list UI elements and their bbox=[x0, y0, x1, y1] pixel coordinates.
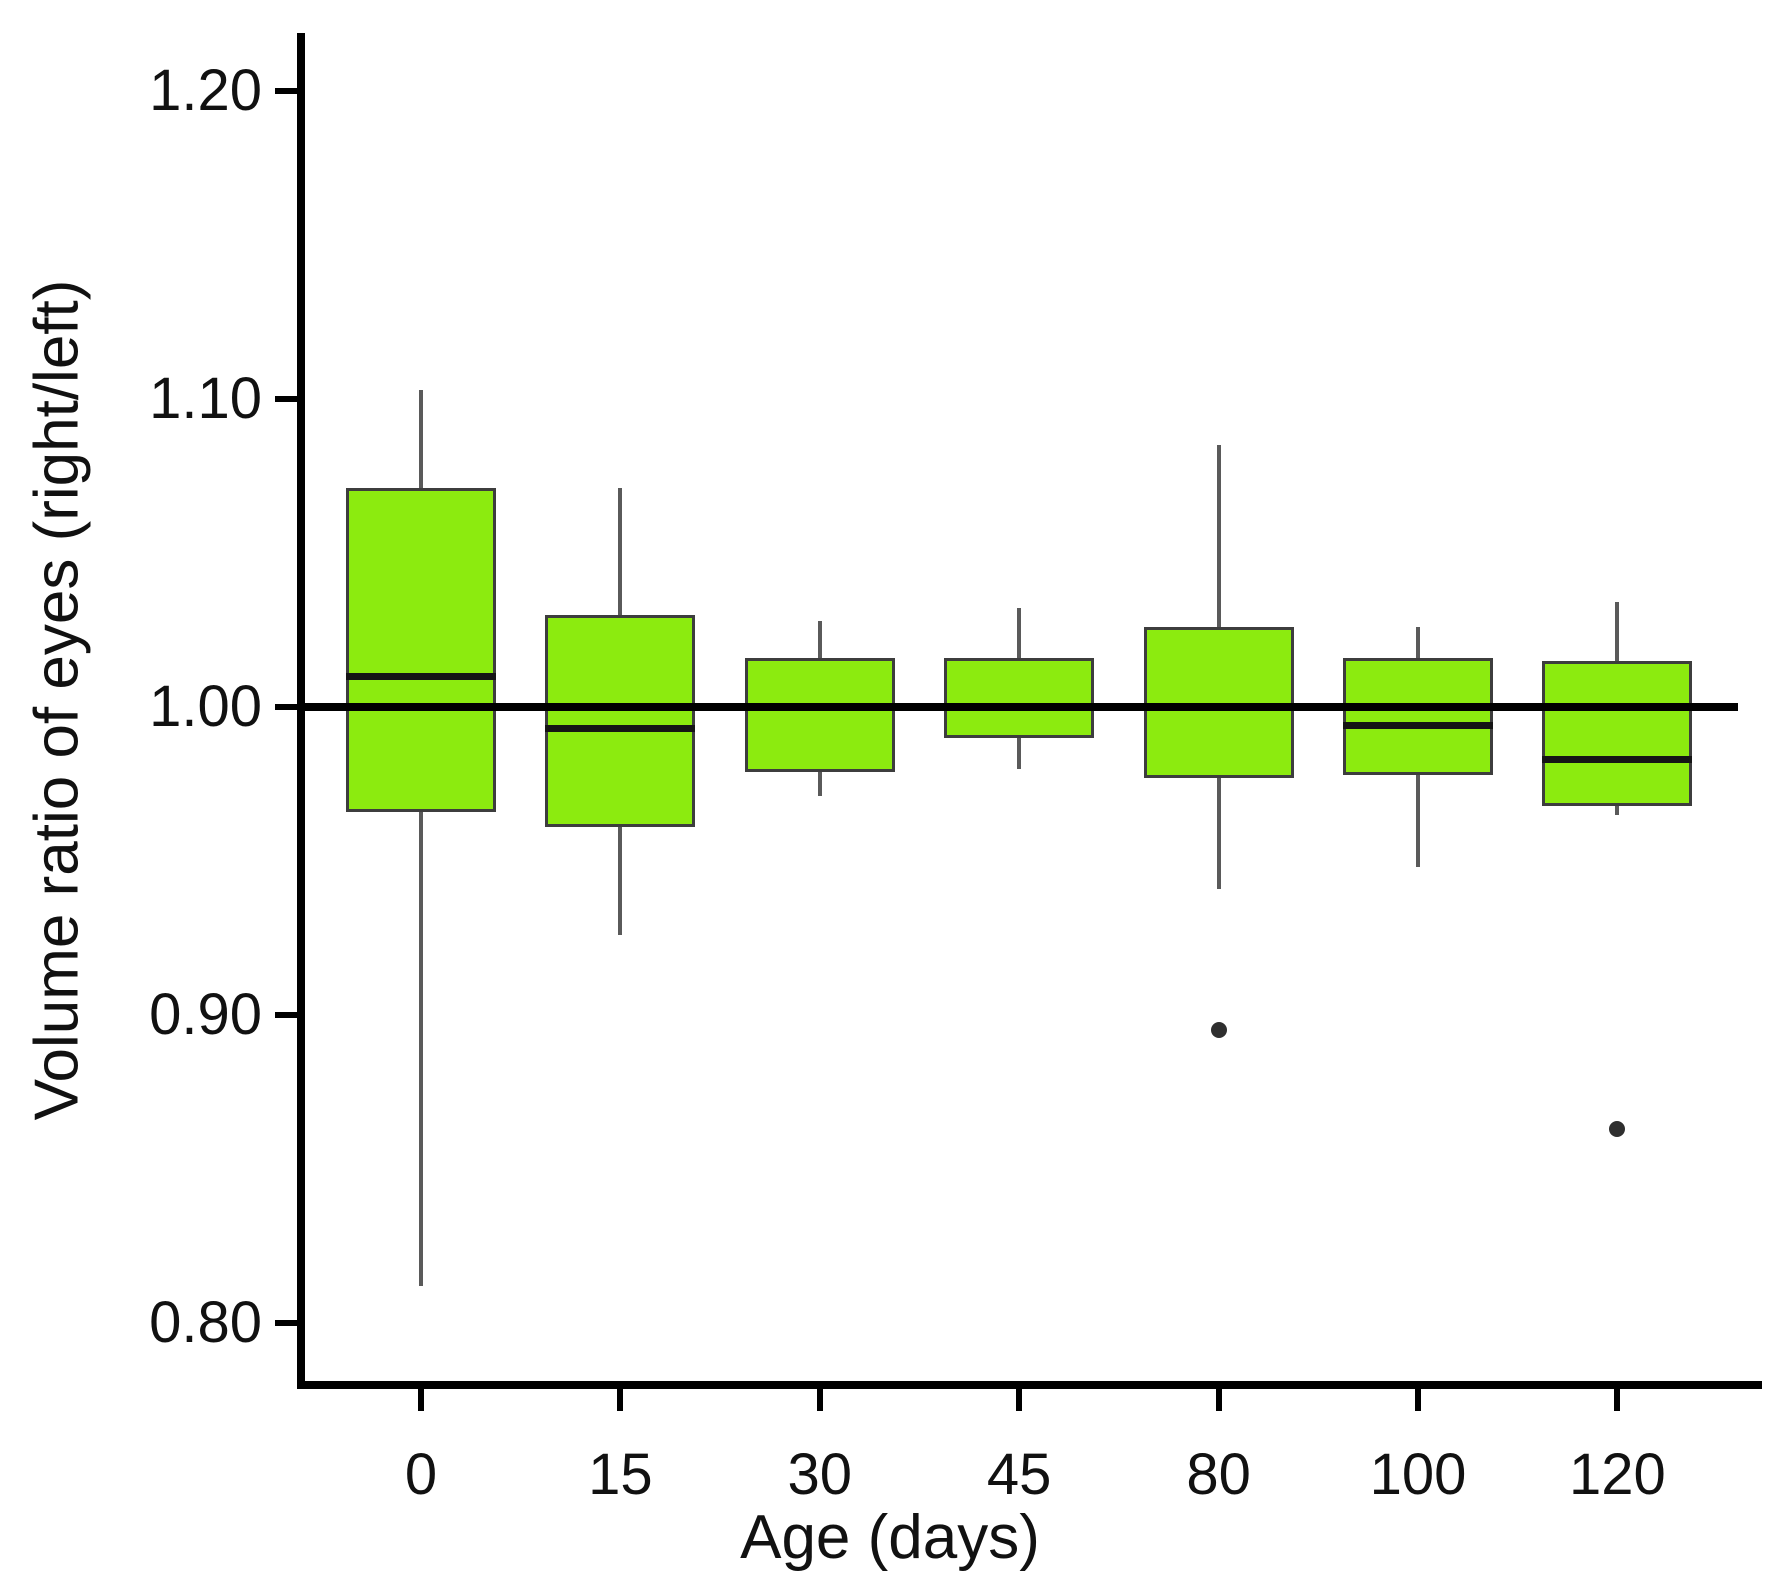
x-tick-mark bbox=[617, 1387, 624, 1411]
x-tick-label: 80 bbox=[1186, 1442, 1251, 1507]
y-tick-mark bbox=[275, 704, 297, 710]
y-axis-line bbox=[297, 33, 305, 1389]
y-tick-mark bbox=[275, 396, 297, 402]
median-line-120 bbox=[1542, 755, 1693, 763]
x-tick-label: 0 bbox=[404, 1442, 438, 1507]
box-80 bbox=[1143, 626, 1294, 778]
whisker-0 bbox=[419, 389, 423, 1287]
x-tick-mark bbox=[1215, 1387, 1222, 1411]
outlier-point-80 bbox=[1210, 1022, 1227, 1039]
y-tick-label: 0.90 bbox=[149, 982, 262, 1047]
y-tick-label: 0.80 bbox=[149, 1290, 262, 1355]
y-tick-label: 1.10 bbox=[149, 366, 262, 431]
x-tick-label: 100 bbox=[1369, 1442, 1467, 1507]
y-tick-mark bbox=[275, 88, 297, 94]
y-tick-mark bbox=[275, 1320, 297, 1326]
box-45 bbox=[944, 657, 1095, 738]
x-tick-label: 30 bbox=[787, 1442, 853, 1507]
y-tick-mark bbox=[275, 1012, 297, 1018]
outlier-point-120 bbox=[1609, 1120, 1626, 1137]
box-0 bbox=[346, 488, 496, 812]
box-120 bbox=[1542, 660, 1693, 806]
median-line-0 bbox=[346, 672, 496, 680]
x-tick-label: 45 bbox=[986, 1442, 1052, 1507]
x-tick-mark bbox=[1016, 1387, 1023, 1411]
median-line-100 bbox=[1343, 721, 1493, 729]
x-tick-mark bbox=[1614, 1387, 1621, 1411]
x-axis-title: Age (days) bbox=[740, 1503, 1040, 1572]
box-30 bbox=[744, 657, 895, 772]
x-axis-line bbox=[297, 1381, 1762, 1389]
x-tick-mark bbox=[418, 1387, 424, 1411]
reference-line bbox=[301, 703, 1738, 711]
box-15 bbox=[545, 614, 696, 828]
box-100 bbox=[1343, 657, 1493, 775]
x-tick-mark bbox=[1415, 1387, 1421, 1411]
x-tick-label: 15 bbox=[588, 1442, 653, 1507]
x-tick-mark bbox=[816, 1387, 823, 1411]
median-line-15 bbox=[545, 725, 696, 733]
y-tick-label: 1.20 bbox=[149, 58, 262, 123]
y-tick-label: 1.00 bbox=[149, 674, 262, 739]
x-tick-label: 120 bbox=[1569, 1442, 1666, 1507]
